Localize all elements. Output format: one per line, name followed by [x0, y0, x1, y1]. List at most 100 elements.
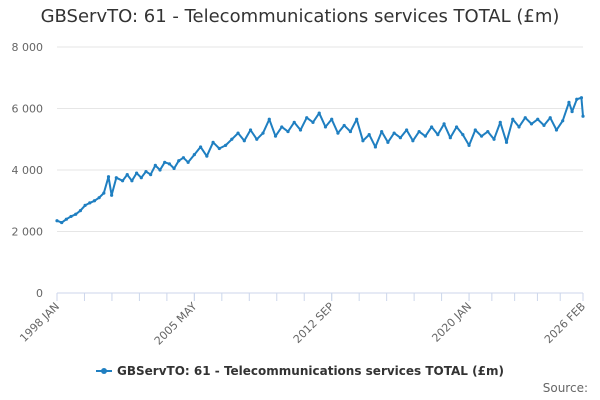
- chart-title: GBServTO: 61 - Telecommunications servic…: [40, 6, 560, 27]
- data-point: [361, 139, 365, 143]
- y-tick-label: 4 000: [12, 164, 44, 177]
- x-tick-label: 2020 JAN: [429, 300, 474, 345]
- series-line: [56, 96, 584, 224]
- data-point: [267, 117, 271, 121]
- data-point: [529, 122, 534, 126]
- source-label: Source:: [542, 381, 588, 395]
- data-point: [92, 199, 97, 203]
- data-point: [153, 163, 157, 167]
- data-point: [106, 175, 111, 179]
- data-point: [149, 173, 153, 177]
- data-point: [561, 119, 565, 123]
- data-point: [575, 97, 579, 101]
- data-point: [423, 134, 427, 138]
- data-point: [192, 153, 196, 157]
- legend-series-icon: [96, 366, 113, 376]
- data-point: [373, 145, 378, 149]
- data-point: [342, 123, 346, 128]
- data-point: [78, 208, 83, 213]
- data-point: [64, 217, 68, 221]
- data-point: [454, 125, 459, 129]
- data-point: [186, 160, 190, 164]
- data-point: [579, 96, 584, 100]
- data-point: [317, 111, 321, 115]
- legend-dot-swatch: [101, 368, 108, 374]
- data-point: [139, 176, 143, 180]
- data-point: [211, 140, 215, 144]
- data-point: [479, 134, 484, 138]
- data-point: [130, 179, 134, 183]
- data-point: [60, 220, 64, 225]
- data-point: [205, 154, 209, 158]
- data-point: [273, 134, 278, 138]
- data-point: [554, 128, 559, 132]
- data-point: [380, 129, 384, 134]
- data-point: [492, 137, 496, 141]
- data-point: [261, 131, 265, 135]
- data-point: [135, 171, 139, 175]
- data-point: [83, 203, 87, 207]
- data-point: [286, 129, 290, 134]
- data-point: [536, 117, 540, 121]
- data-point: [581, 114, 585, 118]
- data-point: [217, 146, 221, 151]
- data-point: [511, 117, 515, 121]
- data-point: [198, 145, 203, 149]
- y-tick-label: 2 000: [12, 226, 44, 239]
- data-point: [436, 133, 440, 137]
- y-tick-label: 6 000: [12, 103, 44, 116]
- legend-series-label: GBServTO: 61 - Telecommunications servic…: [117, 364, 504, 378]
- legend[interactable]: GBServTO: 61 - Telecommunications servic…: [0, 364, 600, 378]
- data-point: [467, 143, 471, 147]
- x-tick-label: 1998 JAN: [17, 300, 62, 345]
- data-point: [181, 156, 186, 160]
- data-point: [448, 136, 452, 140]
- data-point: [517, 125, 521, 129]
- data-point: [242, 139, 246, 143]
- data-point: [567, 100, 571, 104]
- data-point: [177, 159, 181, 163]
- data-point: [74, 212, 78, 216]
- data-point: [236, 131, 240, 135]
- data-point: [120, 179, 125, 183]
- data-point: [88, 201, 92, 205]
- data-point: [292, 120, 296, 124]
- data-point: [386, 140, 390, 144]
- data-point: [355, 117, 359, 121]
- data-point: [405, 128, 409, 132]
- data-point: [110, 193, 114, 197]
- data-point: [523, 116, 527, 120]
- data-point: [504, 140, 509, 144]
- data-point: [255, 137, 259, 141]
- y-tick-label: 8 000: [12, 41, 44, 54]
- data-point: [461, 133, 465, 137]
- data-point: [158, 168, 162, 172]
- data-point: [348, 129, 353, 134]
- y-tick-label: 0: [36, 287, 43, 300]
- data-point: [55, 219, 59, 223]
- data-point: [336, 131, 340, 135]
- data-point: [542, 123, 546, 128]
- data-point: [570, 109, 574, 114]
- data-point: [248, 128, 253, 132]
- data-point: [411, 139, 415, 143]
- data-point: [398, 136, 402, 140]
- data-point: [144, 169, 148, 174]
- data-point: [417, 129, 421, 134]
- data-point: [392, 131, 396, 135]
- data-point: [323, 125, 328, 129]
- data-point: [429, 125, 434, 129]
- data-point: [97, 196, 101, 200]
- data-point: [305, 116, 309, 120]
- data-point: [163, 160, 167, 164]
- x-tick-label: 2005 MAY: [152, 300, 200, 348]
- data-point: [548, 116, 552, 120]
- data-point: [223, 143, 228, 147]
- data-point: [114, 176, 118, 180]
- data-point: [367, 133, 371, 137]
- data-point: [330, 117, 334, 121]
- data-point: [167, 162, 171, 166]
- data-point: [298, 128, 303, 132]
- data-point: [172, 166, 176, 171]
